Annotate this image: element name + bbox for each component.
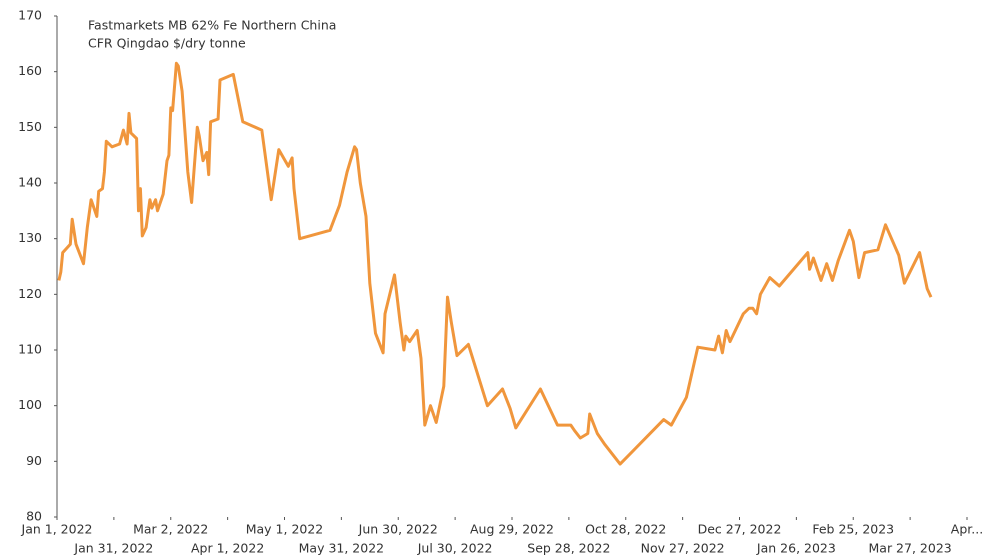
- y-tick-label: 80: [26, 509, 42, 524]
- x-tick-label: Apr 1, 2022: [191, 541, 264, 556]
- x-tick-label: Jan 26, 2023: [756, 541, 836, 556]
- y-tick-label: 160: [18, 63, 42, 78]
- x-tick-label: Apr...: [951, 522, 983, 537]
- y-tick-label: 100: [18, 397, 42, 412]
- chart-title: Fastmarkets MB 62% Fe Northern China: [88, 18, 336, 33]
- x-tick-label: Nov 27, 2022: [641, 541, 725, 556]
- y-tick-label: 130: [18, 230, 42, 245]
- x-tick-label: Jan 1, 2022: [21, 522, 93, 537]
- y-tick-label: 110: [18, 342, 42, 357]
- x-tick-label: Oct 28, 2022: [585, 522, 666, 537]
- line-series: [57, 61, 933, 466]
- y-tick-label: 170: [18, 8, 42, 23]
- x-tick-label: Jun 30, 2022: [358, 522, 438, 537]
- y-tick-label: 120: [18, 286, 42, 301]
- y-tick-label: 150: [18, 119, 42, 134]
- x-tick-label: Jul 30, 2022: [417, 541, 493, 556]
- x-tick-label: Aug 29, 2022: [470, 522, 554, 537]
- x-tick-label: Mar 27, 2023: [869, 541, 952, 556]
- x-tick-label: May 1, 2022: [246, 522, 324, 537]
- y-tick-label: 140: [18, 175, 42, 190]
- y-tick-label: 90: [26, 453, 42, 468]
- x-tick-label: Dec 27, 2022: [698, 522, 782, 537]
- chart-subtitle: CFR Qingdao $/dry tonne: [88, 36, 246, 51]
- x-tick-label: Feb 25, 2023: [812, 522, 894, 537]
- x-tick-label: Mar 2, 2022: [133, 522, 208, 537]
- x-tick-label: Sep 28, 2022: [527, 541, 610, 556]
- x-tick-label: Jan 31, 2022: [73, 541, 153, 556]
- x-tick-label: May 31, 2022: [299, 541, 384, 556]
